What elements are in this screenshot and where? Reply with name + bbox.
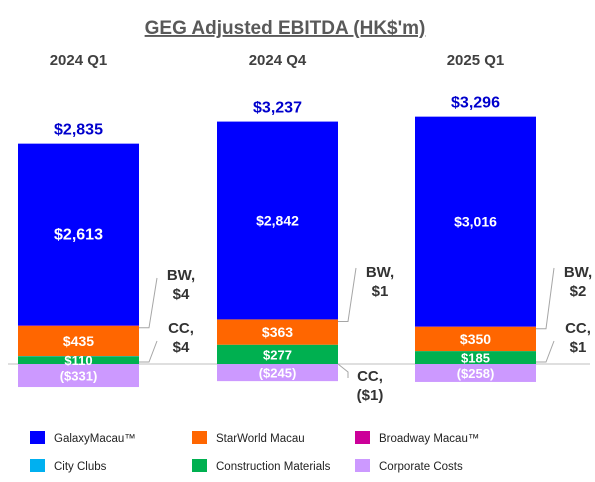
bw-callout-label: BW, $4 [167,267,195,303]
cc-leader-line [536,340,555,363]
cc-callout-label: CC, ($1) [357,368,384,404]
bar-segment [18,356,139,364]
period-label: 2024 Q1 [50,52,108,69]
bar-segment [217,319,338,345]
plot-area: 2024 Q1 $2,613 $435 $110($331) $2,835 BW, $4 CC… [8,52,592,404]
period-label: 2025 Q1 [447,52,505,69]
construction-value-label: $110 [64,353,92,368]
bar-segment [217,344,338,364]
starworld-value-label: $435 [63,333,94,349]
bw-leader-line [338,267,357,322]
galaxy-value-label: $3,016 [454,214,497,230]
corporate-value-label: ($258) [457,366,495,381]
bw-callout-label: BW, $2 [564,264,592,300]
bar-segment [18,364,139,388]
legend-label: Construction Materials [216,461,331,473]
bar-segment [18,325,139,357]
cc-callout-label: CC, $1 [565,320,591,356]
legend: GalaxyMacau™ StarWorld Macau Broadway Maca… [30,431,479,473]
bar-segment [217,364,338,382]
galaxy-value-label: $2,613 [54,227,103,244]
starworld-value-label: $363 [262,324,293,340]
bar-segment [415,364,536,382]
cc-callout-label: CC, $4 [168,320,194,356]
bar-segment [415,116,536,327]
galaxy-value-label: $2,842 [256,212,299,228]
corporate-value-label: ($245) [259,366,297,381]
total-value-label: $3,296 [451,95,500,112]
legend-label: Corporate Costs [379,461,463,473]
legend-label: GalaxyMacau™ [54,433,136,445]
legend-swatch [30,431,45,444]
bar-segment [18,143,139,326]
starworld-value-label: $350 [460,331,491,347]
period-label: 2024 Q4 [249,52,307,69]
construction-value-label: $277 [263,347,292,362]
construction-value-label: $185 [461,351,490,366]
total-value-label: $2,835 [54,122,103,139]
legend-swatch [355,431,370,444]
legend-label: StarWorld Macau [216,433,305,445]
bar-segment [415,326,536,352]
legend-swatch [355,459,370,472]
bar-segment [415,351,536,364]
legend-label: City Clubs [54,461,107,473]
cc-leader-line [337,363,349,378]
corporate-value-label: ($331) [60,369,98,384]
legend-swatch [192,459,207,472]
bar-segment [217,121,338,320]
chart-title: GEG Adjusted EBITDA (HK$'m) [145,18,426,39]
legend-label: Broadway Macau™ [379,433,479,445]
bw-callout-label: BW, $1 [366,264,394,300]
bw-leader-line [139,277,158,329]
bw-leader-line [536,267,555,330]
legend-swatch [30,459,45,472]
total-value-label: $3,237 [253,100,302,117]
cc-leader-line [139,340,158,363]
legend-swatch [192,431,207,444]
